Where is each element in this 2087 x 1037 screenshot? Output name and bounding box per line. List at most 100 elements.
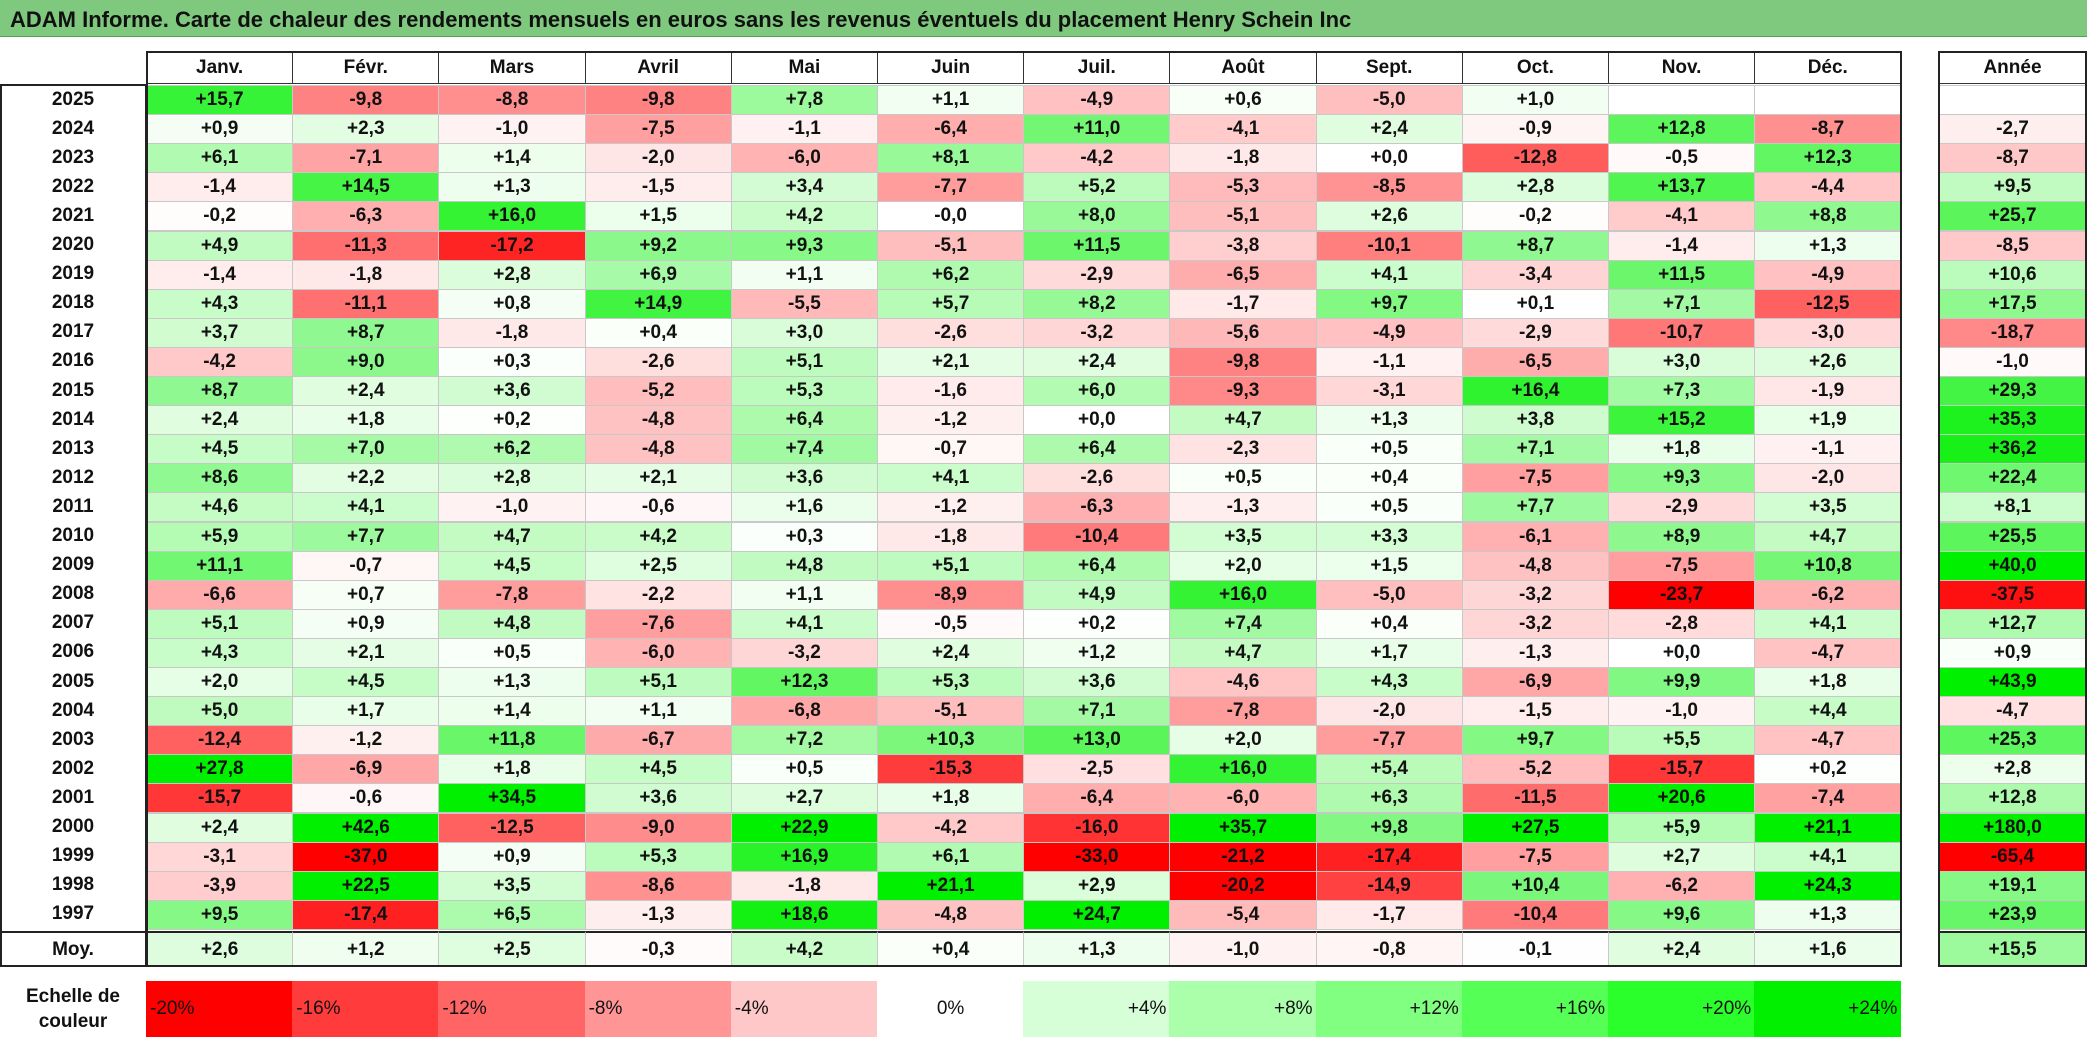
heatmap-cell: -1,1	[1315, 346, 1463, 377]
legend-swatch: -20%	[146, 981, 294, 1037]
heatmap-cell: -4,9	[1023, 85, 1171, 116]
heatmap-cell: -1,8	[438, 317, 586, 348]
heatmap-cell: +5,0	[146, 696, 294, 727]
heatmap-cell: +9,3	[1608, 463, 1756, 494]
heatmap-cell: -1,8	[1169, 143, 1317, 174]
heatmap-cell: +5,3	[877, 667, 1025, 698]
heatmap-cell: +3,6	[584, 783, 732, 814]
heatmap-cell: -1,3	[1461, 637, 1609, 668]
heatmap-cell: -8,6	[584, 870, 732, 901]
heatmap-cell: -4,7	[1754, 725, 1902, 756]
legend-swatch: -12%	[438, 981, 586, 1037]
legend-swatch: +8%	[1169, 981, 1317, 1037]
heatmap-cell: -6,0	[1169, 783, 1317, 814]
title-bar: ADAM Informe. Carte de chaleur des rende…	[0, 0, 2087, 37]
year-label: 2008	[0, 579, 146, 609]
heatmap-cell: +1,3	[1315, 405, 1463, 436]
heatmap-cell: -12,5	[1754, 288, 1902, 319]
year-label: 2013	[0, 434, 146, 464]
heatmap-cell: +1,8	[1608, 434, 1756, 465]
heatmap-cell	[1754, 85, 1902, 116]
heatmap-cell: +0,2	[438, 405, 586, 436]
year-label: 2001	[0, 783, 146, 813]
heatmap-cell: +0,5	[1315, 492, 1463, 523]
heatmap-cell: +4,9	[1023, 579, 1171, 610]
heatmap-cell: -8,9	[877, 579, 1025, 610]
year-label: 2000	[0, 812, 146, 842]
heatmap-cell: +15,7	[146, 85, 294, 116]
heatmap-cell: +24,7	[1023, 899, 1171, 930]
heatmap-cell: -2,0	[1315, 696, 1463, 727]
average-cell: +2,4	[1608, 931, 1756, 967]
heatmap-cell: -5,1	[1169, 201, 1317, 232]
heatmap-cell: -0,7	[292, 550, 440, 581]
annual-cell: +36,2	[1938, 434, 2087, 465]
heatmap-cell: -2,5	[1023, 754, 1171, 785]
heatmap-cell: -2,0	[584, 143, 732, 174]
annual-cell: +10,6	[1938, 259, 2087, 290]
chart-title: ADAM Informe. Carte de chaleur des rende…	[10, 7, 1352, 32]
heatmap-cell: -11,1	[292, 288, 440, 319]
heatmap-cell: +4,7	[1169, 405, 1317, 436]
heatmap-cell: +6,5	[438, 899, 586, 930]
heatmap-cell: +4,8	[730, 550, 878, 581]
heatmap-cell: +0,9	[292, 608, 440, 639]
heatmap-cell: +1,3	[438, 172, 586, 203]
heatmap-cell: +2,8	[438, 463, 586, 494]
heatmap-cell: +1,8	[877, 783, 1025, 814]
heatmap-cell: +10,3	[877, 725, 1025, 756]
average-cell: +2,5	[438, 931, 586, 967]
heatmap-cell: +5,2	[1023, 172, 1171, 203]
year-label: 2024	[0, 114, 146, 144]
average-cell: +1,6	[1754, 931, 1902, 967]
year-label: 2020	[0, 230, 146, 260]
annual-cell: -2,7	[1938, 114, 2087, 145]
heatmap-cell: -0,9	[1461, 114, 1609, 145]
heatmap-cell: +4,1	[730, 608, 878, 639]
heatmap-cell: -1,0	[1608, 696, 1756, 727]
heatmap-cell: +2,3	[292, 114, 440, 145]
heatmap-cell: +9,3	[730, 230, 878, 261]
heatmap-cell: +6,9	[584, 259, 732, 290]
heatmap-cell: +1,8	[1754, 667, 1902, 698]
heatmap-cell: +0,3	[438, 346, 586, 377]
heatmap-cell: +18,6	[730, 899, 878, 930]
heatmap-cell: +1,8	[292, 405, 440, 436]
heatmap-cell: -9,8	[292, 85, 440, 116]
heatmap-cell: -16,0	[1023, 812, 1171, 843]
year-label: 2009	[0, 550, 146, 580]
annual-cell: +43,9	[1938, 667, 2087, 698]
heatmap-cell: +9,7	[1315, 288, 1463, 319]
heatmap-cell: -4,1	[1169, 114, 1317, 145]
heatmap-cell: -5,4	[1169, 899, 1317, 930]
heatmap-cell: +2,4	[1023, 346, 1171, 377]
heatmap-cell: -10,1	[1315, 230, 1463, 261]
heatmap-cell: -6,2	[1754, 579, 1902, 610]
heatmap-cell: -10,7	[1608, 317, 1756, 348]
year-label: 2025	[0, 85, 146, 115]
heatmap-cell: +8,8	[1754, 201, 1902, 232]
heatmap-cell: +21,1	[1754, 812, 1902, 843]
heatmap-cell: +4,1	[877, 463, 1025, 494]
heatmap-cell: +11,1	[146, 550, 294, 581]
heatmap-cell: -0,2	[146, 201, 294, 232]
heatmap-cell: +1,1	[877, 85, 1025, 116]
annual-cell: +22,4	[1938, 463, 2087, 494]
heatmap-cell: +6,4	[730, 405, 878, 436]
heatmap-cell: -1,8	[292, 259, 440, 290]
heatmap-cell: +14,9	[584, 288, 732, 319]
year-label: 2016	[0, 346, 146, 376]
annual-cell: +25,3	[1938, 725, 2087, 756]
month-header: Févr.	[292, 51, 440, 84]
heatmap-cell: +1,5	[1315, 550, 1463, 581]
heatmap-cell: +5,1	[877, 550, 1025, 581]
heatmap-cell: +35,7	[1169, 812, 1317, 843]
average-cell: +1,2	[292, 931, 440, 967]
heatmap-cell: -2,3	[1169, 434, 1317, 465]
heatmap-cell: +2,4	[146, 812, 294, 843]
heatmap-cell: +2,8	[1461, 172, 1609, 203]
annual-cell: +17,5	[1938, 288, 2087, 319]
heatmap-cell: +16,4	[1461, 376, 1609, 407]
heatmap-cell: +2,6	[1754, 346, 1902, 377]
heatmap-cell: -4,2	[146, 346, 294, 377]
